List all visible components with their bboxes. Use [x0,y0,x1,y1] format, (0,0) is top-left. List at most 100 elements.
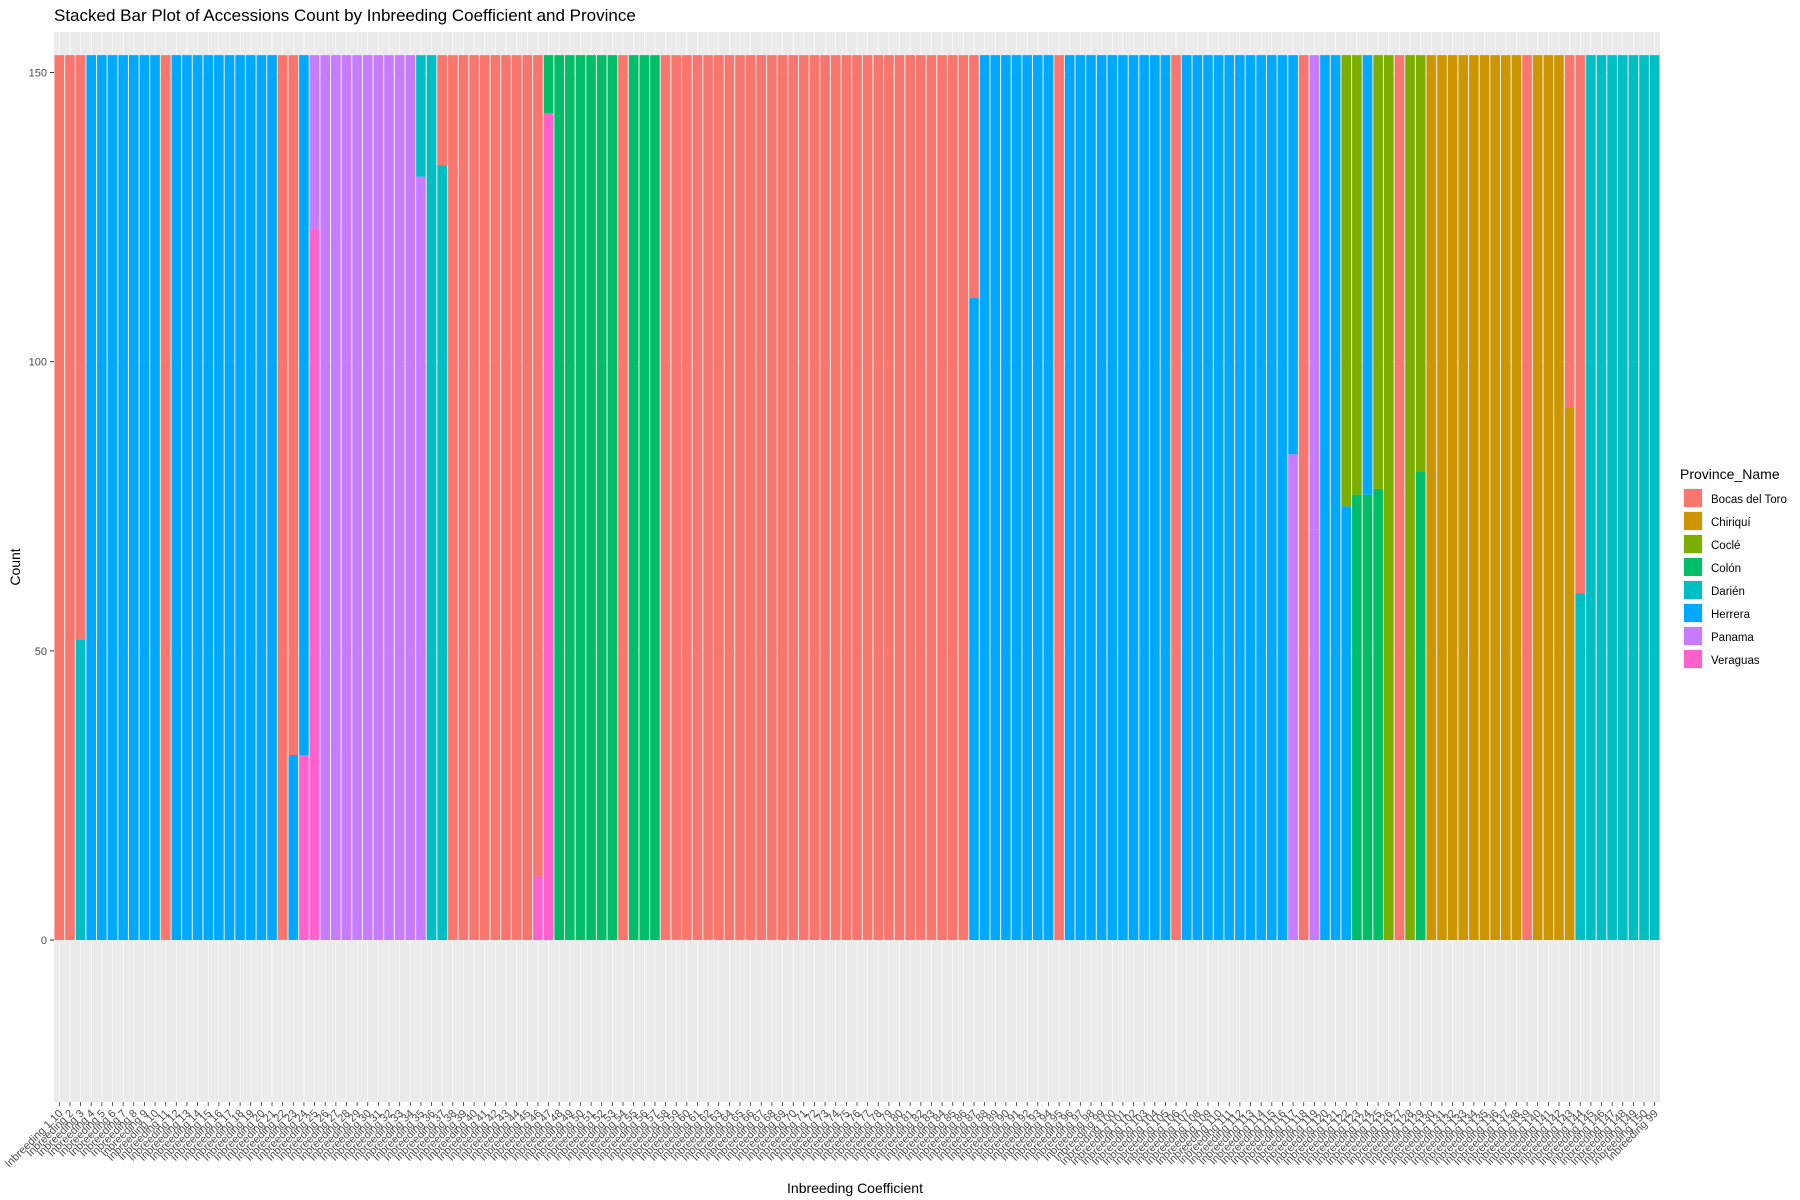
bar-segment [1352,494,1362,941]
bar-segment [299,55,309,755]
bar-segment [320,55,330,941]
bar-segment [1373,55,1383,489]
legend-label: Bocas del Toro [1711,494,1787,506]
bar-segment [1086,55,1096,941]
legend-label: Colón [1711,563,1741,575]
bar-segment [405,55,416,941]
y-tick-label: 100 [29,357,47,369]
legend-label: Panama [1711,632,1754,644]
bar-segment [1352,55,1362,495]
bar-segment [1235,55,1245,941]
bar-segment [543,112,554,941]
bar-segment [288,754,299,941]
bar-segment [884,55,894,941]
bar-segment [1532,55,1543,941]
bar-segment [607,55,618,941]
bar-segment [511,55,522,941]
bar-segment [682,55,692,941]
bar-segment [1320,55,1330,941]
bar-segment [1607,55,1617,941]
bar-segment [54,55,65,941]
legend-swatch [1684,604,1702,622]
bar-segment [352,55,362,941]
bar-segment [203,55,213,941]
bar-segment [575,55,586,941]
bar-segment [586,55,596,941]
y-tick-label: 0 [41,935,47,947]
bar-segment [1415,471,1426,941]
bar-segment [458,55,469,941]
bar-segment [671,55,681,941]
bar-segment [128,55,139,941]
legend-swatch [1684,535,1702,553]
bar-segment [1639,55,1649,941]
bar-segment [75,55,86,640]
bar-segment [1171,55,1181,941]
bar-segment [1267,55,1277,941]
bar-segment [799,55,809,941]
bar-segment [639,55,650,941]
bar-segment [1564,407,1575,941]
bar-segment [501,55,511,941]
bar-segment [394,55,405,941]
bar-segment [426,55,437,941]
legend-label: Chiriquí [1711,517,1751,529]
bar-segment [1554,55,1564,941]
bar-segment [916,55,926,941]
bar-segment [437,55,447,166]
bar-segment [1298,55,1309,941]
bar-segment [979,55,990,941]
bar-segment [1224,55,1235,941]
bar-segment [267,55,277,941]
bar-segment [852,55,862,941]
bar-segment [1405,55,1415,941]
bar-segment [660,55,671,941]
bar-segment [373,55,384,941]
bar-segment [214,55,224,941]
bar-segment [713,55,724,941]
bar-segment [150,55,160,941]
bar-segment [873,55,884,941]
bar-segment [1596,55,1607,941]
bar-segment [1118,55,1128,941]
bar-segment [384,55,394,941]
y-axis: 0 50 100 150 [29,67,54,947]
bar-segment [1575,55,1586,594]
bar-segment [1245,55,1256,941]
bar-segment [1341,55,1352,507]
legend-swatch [1684,558,1702,576]
bar-segment [1649,55,1660,941]
bar-segment [182,55,192,941]
bar-segment [522,55,533,941]
bar-segment [1309,55,1320,530]
bar-segment [1628,55,1639,941]
bar-segment [416,176,426,941]
bar-segment [1511,55,1522,941]
x-axis-title: Inbreeding Coefficient [787,1180,923,1196]
bar-segment [894,55,905,941]
bar-segment [820,55,830,941]
bar-segment [309,228,320,941]
bar-segment [777,55,788,941]
bar-segment [533,876,543,941]
bar-segment [1437,55,1447,941]
bar-segment [490,55,501,941]
bar-segment [309,55,320,229]
legend-swatch [1684,489,1702,507]
bar-segment [969,298,979,941]
bar-segment [341,55,352,941]
bar-segment [277,55,288,941]
bar-segment [1564,55,1575,408]
bar-segment [1203,55,1213,941]
legend: Province_Name Bocas del Toro Chiriquí Coclé… [1680,466,1787,669]
bar-segment [1330,55,1341,941]
bar-segment [1490,55,1500,941]
bar-segment [192,55,203,941]
bar-segment [160,55,171,941]
bar-segment [1362,55,1373,495]
bar-segment [1479,55,1490,941]
legend-swatch [1684,627,1702,645]
bar-segment [767,55,777,941]
bar-segment [245,55,256,941]
bar-segment [756,55,767,941]
